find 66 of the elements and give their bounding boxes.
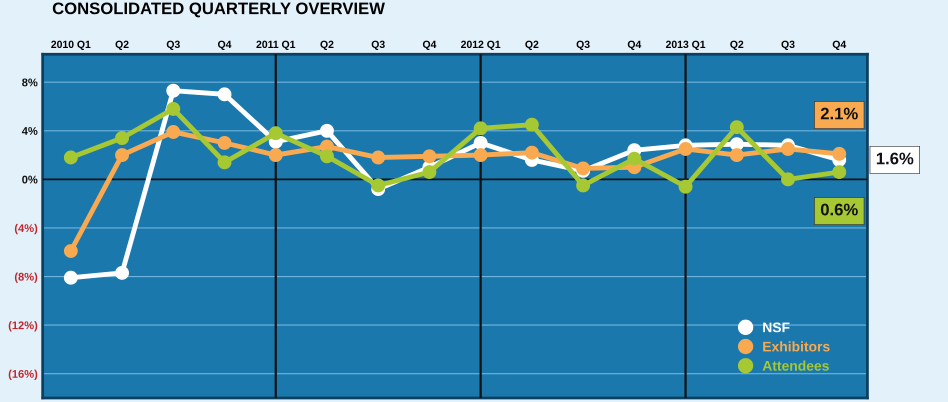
- point: [218, 155, 232, 170]
- point: [524, 146, 539, 160]
- point: [781, 172, 795, 186]
- point: [524, 118, 539, 132]
- x-tick-label: Q4: [422, 40, 436, 50]
- point: [422, 165, 436, 180]
- point: [678, 180, 693, 194]
- x-tick-label: Q3: [372, 40, 385, 50]
- point: [64, 244, 78, 258]
- point: [678, 142, 693, 156]
- point: [218, 136, 232, 150]
- point: [576, 178, 590, 192]
- point: [166, 84, 180, 98]
- x-tick-label: Q3: [782, 40, 795, 50]
- x-tick-label: Q3: [576, 40, 590, 50]
- point: [730, 120, 744, 134]
- point: [474, 148, 488, 162]
- x-tick-label: Q4: [832, 40, 846, 50]
- point: [115, 131, 130, 146]
- point: [627, 152, 642, 166]
- point: [730, 148, 744, 162]
- y-tick-label: (12%): [8, 321, 38, 332]
- x-tick-label: Q2: [730, 40, 744, 50]
- point: [64, 270, 78, 285]
- x-tick-label: Q2: [116, 40, 129, 50]
- data-label: 1.6%: [876, 152, 914, 164]
- x-tick-label: Q3: [166, 40, 180, 50]
- y-tick-label: (16%): [8, 370, 38, 380]
- point: [268, 126, 283, 140]
- point: [781, 142, 795, 156]
- x-tick-label: 2010 Q1: [51, 40, 91, 50]
- legend-label: Exhibitors: [763, 341, 830, 352]
- data-label: 2.1%: [820, 108, 858, 120]
- point: [64, 150, 78, 164]
- point: [320, 124, 334, 138]
- point: [218, 87, 232, 102]
- point: [166, 102, 180, 116]
- legend-label: Attendees: [762, 360, 829, 371]
- x-tick-label: Q2: [525, 40, 538, 50]
- chart-title: CONSOLIDATED QUARTERLY OVERVIEW: [52, 2, 385, 18]
- x-tick-label: 2012 Q1: [461, 40, 500, 50]
- point: [832, 146, 846, 161]
- point: [371, 150, 386, 164]
- legend-label: NSF: [763, 322, 790, 332]
- point: [320, 149, 334, 164]
- point: [474, 136, 488, 150]
- x-tick-label: 2011 Q1: [256, 40, 296, 50]
- data-label: 0.6%: [820, 204, 858, 216]
- y-tick-label: 0%: [22, 176, 38, 184]
- point: [832, 165, 846, 180]
- y-tick-label: 4%: [22, 127, 38, 135]
- point: [166, 125, 180, 139]
- point: [115, 266, 130, 280]
- y-tick-label: 8%: [22, 78, 38, 86]
- x-tick-label: Q4: [218, 40, 232, 50]
- x-tick-label: 2013 Q1: [666, 40, 706, 50]
- y-tick-label: (4%): [14, 224, 38, 234]
- point: [268, 148, 283, 162]
- y-tick-label: (8%): [14, 272, 38, 283]
- x-tick-label: Q2: [320, 40, 334, 50]
- point: [371, 178, 386, 192]
- point: [474, 121, 488, 136]
- point: [576, 161, 590, 176]
- x-tick-label: Q4: [628, 40, 642, 50]
- point: [422, 149, 436, 164]
- point: [115, 148, 130, 162]
